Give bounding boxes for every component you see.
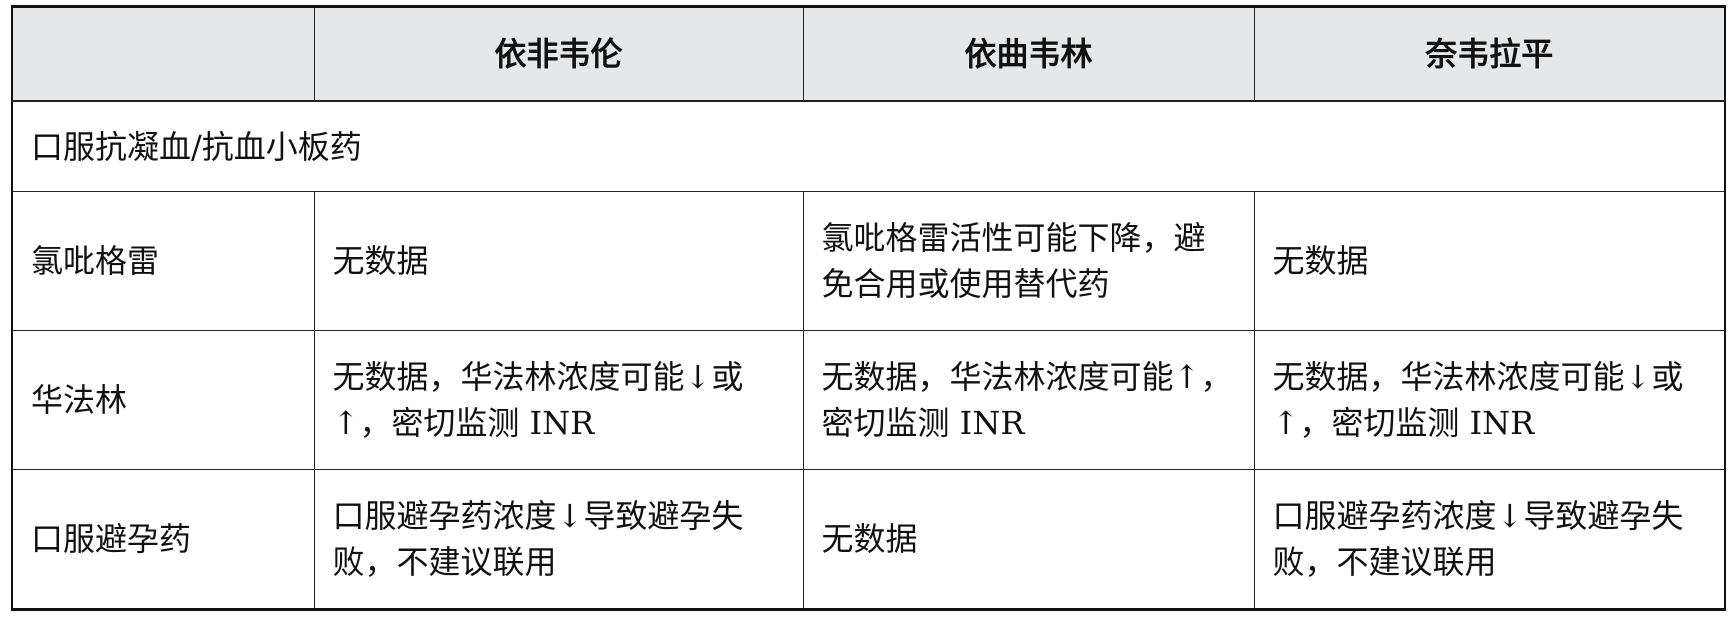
drug-name: 口服避孕药 [11, 469, 315, 610]
table-row: 华法林 无数据，华法林浓度可能↓或↑，密切监测 INR 无数据，华法林浓度可能↑… [11, 330, 1726, 470]
header-efavirenz: 依非韦伦 [313, 6, 804, 102]
drug-interaction-table: 依非韦伦 依曲韦林 奈韦拉平 口服抗凝血/抗血小板药 氯吡格雷 无数据 氯吡格雷… [11, 5, 1726, 611]
table-row: 口服避孕药 口服避孕药浓度↓导致避孕失败，不建议联用 无数据 口服避孕药浓度↓导… [11, 469, 1726, 610]
table-cell: 氯吡格雷活性可能下降，避免合用或使用替代药 [802, 191, 1255, 331]
header-row: 依非韦伦 依曲韦林 奈韦拉平 [11, 6, 1726, 102]
header-etravirine: 依曲韦林 [802, 6, 1255, 102]
drug-name: 氯吡格雷 [11, 191, 315, 331]
header-corner [11, 6, 315, 102]
table-row: 氯吡格雷 无数据 氯吡格雷活性可能下降，避免合用或使用替代药 无数据 [11, 191, 1726, 331]
section-title: 口服抗凝血/抗血小板药 [11, 100, 1726, 192]
table-cell: 无数据 [802, 469, 1255, 610]
section-row: 口服抗凝血/抗血小板药 [11, 100, 1726, 192]
table-cell: 口服避孕药浓度↓导致避孕失败，不建议联用 [1253, 469, 1726, 610]
table-cell: 无数据 [1253, 191, 1726, 331]
drug-name: 华法林 [11, 330, 315, 470]
table-cell: 无数据，华法林浓度可能↑，密切监测 INR [802, 330, 1255, 470]
table-cell: 无数据 [313, 191, 804, 331]
table-cell: 无数据，华法林浓度可能↓或↑，密切监测 INR [313, 330, 804, 470]
table-cell: 无数据，华法林浓度可能↓或↑，密切监测 INR [1253, 330, 1726, 470]
header-nevirapine: 奈韦拉平 [1253, 6, 1726, 102]
table-cell: 口服避孕药浓度↓导致避孕失败，不建议联用 [313, 469, 804, 610]
